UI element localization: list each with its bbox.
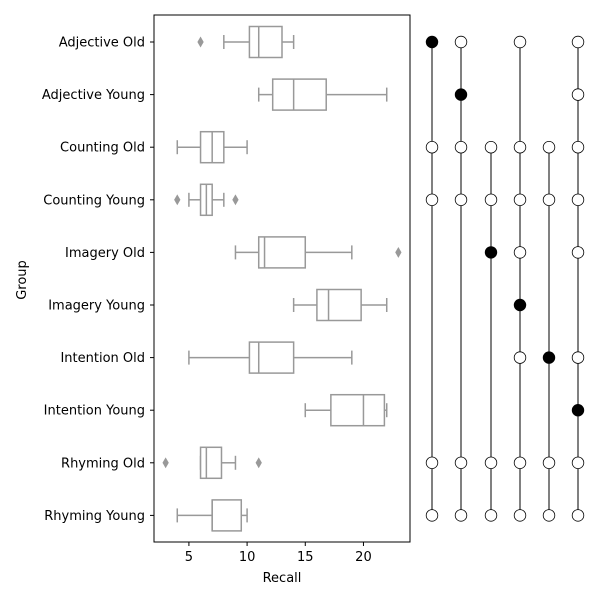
y-axis-label: Group [15, 260, 30, 300]
control-dot [454, 88, 468, 101]
outlier-marker [255, 457, 262, 469]
outlier-marker [162, 457, 169, 469]
compared-dot [571, 509, 585, 522]
iqr-box [248, 25, 283, 59]
outlier-marker [395, 246, 402, 258]
box-8 [304, 393, 388, 427]
box-1 [197, 25, 295, 59]
compared-dot [513, 35, 527, 49]
compared-dot [513, 456, 527, 470]
compared-dot [571, 246, 585, 259]
y-tick-label: Counting Old [60, 141, 145, 156]
y-tick-label: Adjective Old [59, 36, 145, 51]
comparison-column-4 [513, 35, 527, 522]
compared-dot [454, 509, 468, 522]
box-6 [292, 288, 388, 322]
box-5 [234, 236, 402, 269]
compared-dot [513, 509, 527, 522]
y-tick-label: Imagery Young [48, 299, 145, 314]
x-tick-label: 10 [239, 550, 256, 565]
iqr-box [330, 393, 386, 427]
compared-dot [571, 351, 585, 364]
x-tick-label: 15 [297, 550, 314, 565]
compared-dot [484, 456, 498, 470]
outlier-marker [197, 36, 204, 48]
comparison-column-2 [454, 35, 468, 522]
iqr-box [316, 288, 362, 322]
compared-dot [542, 140, 556, 154]
control-dot [513, 298, 527, 312]
compared-dot [454, 456, 468, 470]
y-tick-label: Counting Young [43, 193, 145, 208]
compared-dot [571, 35, 585, 49]
iqr-box [199, 446, 223, 480]
box-2 [257, 78, 388, 111]
compared-dot [454, 193, 468, 207]
y-tick-label: Rhyming Old [61, 456, 145, 471]
comparison-column-6 [571, 35, 585, 522]
compared-dot [454, 140, 468, 154]
compared-dot [484, 509, 498, 522]
control-dot [425, 35, 439, 49]
compared-dot [571, 456, 585, 470]
comparison-column-5 [542, 140, 556, 522]
compared-dot [425, 140, 439, 154]
control-dot [484, 246, 498, 259]
box-9 [162, 446, 262, 480]
comparison-column-1 [425, 35, 439, 522]
comparison-dot-panel [425, 35, 585, 522]
compared-dot [542, 193, 556, 207]
y-tick-label: Rhyming Young [44, 509, 145, 524]
iqr-box [248, 341, 295, 374]
outlier-marker [174, 194, 181, 206]
control-dot [571, 404, 585, 417]
plot-area: 5 10 15 20 Adjective Old Adjective Young Count… [42, 14, 411, 565]
y-tick-label: Intention Young [44, 404, 145, 419]
compared-dot [571, 88, 585, 101]
iqr-box [257, 236, 307, 269]
plot-frame [153, 14, 411, 543]
compared-dot [513, 246, 527, 259]
iqr-box [211, 499, 243, 532]
box-10 [176, 499, 248, 532]
compared-dot [513, 193, 527, 207]
comparison-column-3 [484, 140, 498, 522]
x-tick-label: 20 [355, 550, 372, 565]
x-axis-label: Recall [263, 571, 302, 586]
compared-dot [571, 193, 585, 207]
box-7 [188, 341, 353, 374]
y-tick-label: Intention Old [60, 351, 145, 366]
y-tick-label: Imagery Old [65, 246, 145, 261]
compared-dot [513, 351, 527, 364]
x-tick-label: 5 [185, 550, 193, 565]
compared-dot [542, 456, 556, 470]
outlier-marker [232, 194, 239, 206]
compared-dot [571, 140, 585, 154]
box-3 [176, 130, 248, 164]
control-dot [542, 351, 556, 364]
box-4 [174, 183, 239, 217]
compared-dot [454, 35, 468, 49]
y-tick-label: Adjective Young [42, 88, 145, 103]
compared-dot [484, 193, 498, 207]
iqr-box [271, 78, 327, 111]
compared-dot [513, 140, 527, 154]
compared-dot [425, 509, 439, 522]
compared-dot [425, 456, 439, 470]
compared-dot [484, 140, 498, 154]
compared-dot [542, 509, 556, 522]
compared-dot [425, 193, 439, 207]
